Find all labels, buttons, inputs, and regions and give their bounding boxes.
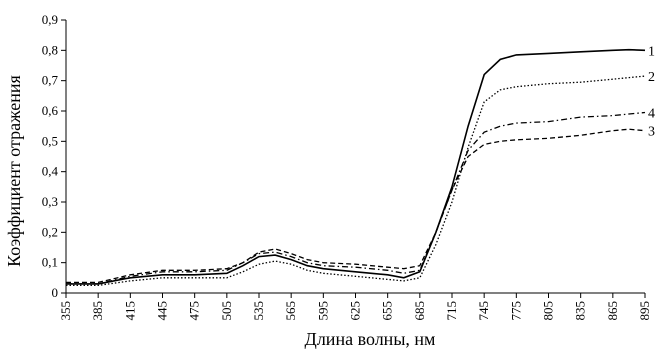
x-tick-label: 565 bbox=[283, 301, 298, 321]
x-tick-label: 625 bbox=[348, 301, 363, 321]
y-axis-title: Коэффициент отражения bbox=[4, 75, 24, 267]
x-tick-label: 805 bbox=[541, 301, 556, 321]
x-tick-label: 775 bbox=[508, 301, 523, 321]
x-tick-label: 895 bbox=[637, 301, 652, 321]
x-tick-label: 385 bbox=[90, 301, 105, 321]
y-tick-label: 0,3 bbox=[42, 194, 58, 209]
y-axis-ticks: 0 0,1 0,2 0,3 0,4 0,5 0,6 0,7 0,8 0,9 bbox=[42, 12, 66, 300]
series-line-1 bbox=[66, 48, 646, 285]
series-line-2 bbox=[66, 75, 646, 287]
series-line-4 bbox=[66, 111, 646, 285]
y-tick-label: 0,6 bbox=[42, 103, 59, 118]
series-label-3: 3 bbox=[648, 125, 655, 140]
y-tick-label: 0,9 bbox=[42, 12, 58, 27]
x-tick-label: 595 bbox=[315, 301, 330, 321]
series-label-4: 4 bbox=[648, 107, 655, 122]
y-tick-label: 0,8 bbox=[42, 42, 58, 57]
x-axis-ticks: 355 385 415 445 475 505 535 565 595 625 655 685 715 7… bbox=[58, 293, 652, 321]
x-tick-label: 505 bbox=[219, 301, 234, 321]
x-tick-label: 865 bbox=[605, 301, 620, 321]
x-tick-label: 445 bbox=[155, 301, 170, 321]
x-tick-label: 355 bbox=[58, 301, 73, 321]
x-tick-label: 745 bbox=[476, 301, 491, 321]
y-tick-label: 0,7 bbox=[42, 73, 59, 88]
y-tick-label: 0,5 bbox=[42, 133, 58, 148]
series-lines bbox=[66, 48, 646, 287]
y-tick-label: 0,1 bbox=[42, 255, 58, 270]
series-label-2: 2 bbox=[648, 70, 655, 85]
series-label-1: 1 bbox=[648, 44, 655, 59]
x-tick-label: 835 bbox=[573, 301, 588, 321]
x-tick-label: 535 bbox=[251, 301, 266, 321]
series-labels: 1 2 3 4 bbox=[648, 44, 655, 139]
y-tick-label: 0 bbox=[52, 285, 59, 300]
x-tick-label: 415 bbox=[122, 301, 137, 321]
x-tick-label: 715 bbox=[444, 301, 459, 321]
series-line-3 bbox=[66, 128, 646, 284]
y-tick-label: 0,4 bbox=[42, 164, 59, 179]
x-axis-title: Длина волны, нм bbox=[305, 329, 436, 349]
x-tick-label: 475 bbox=[187, 301, 202, 321]
x-tick-label: 655 bbox=[380, 301, 395, 321]
x-tick-label: 685 bbox=[412, 301, 427, 321]
y-tick-label: 0,2 bbox=[42, 224, 58, 239]
